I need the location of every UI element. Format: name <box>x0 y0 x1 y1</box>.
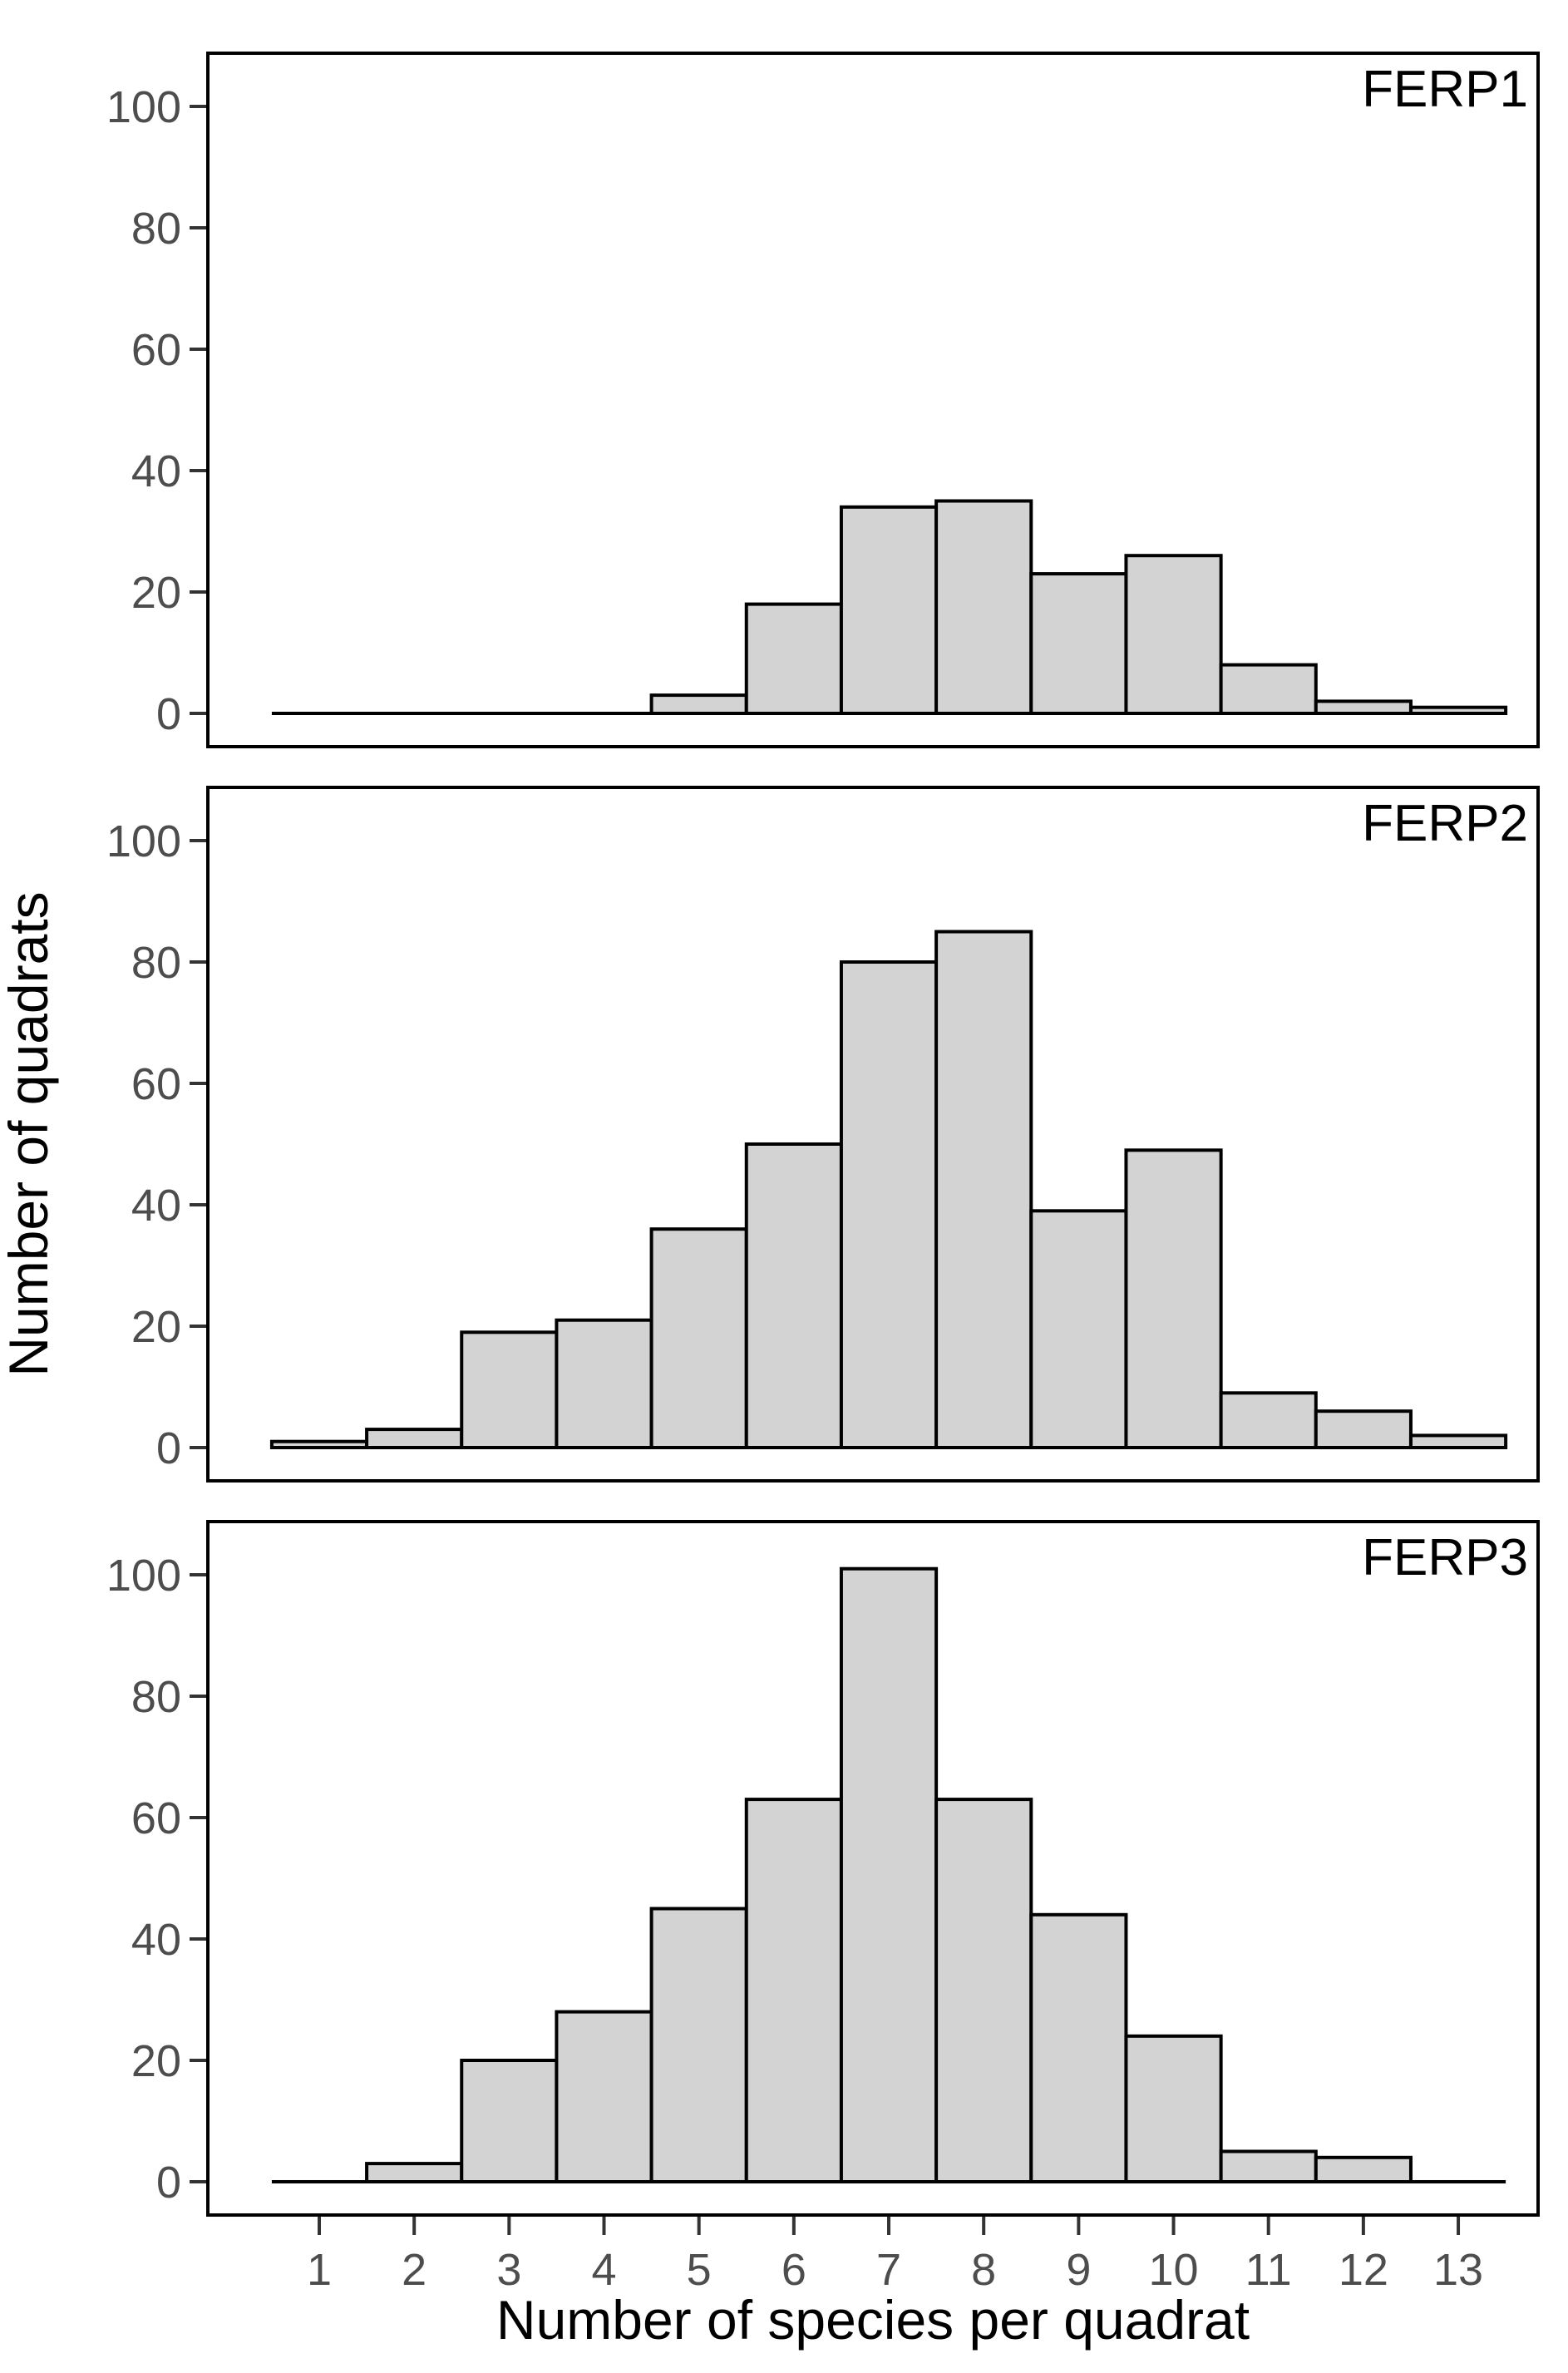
ferp3-bar-4 <box>555 2010 653 2183</box>
ferp1-bar-7 <box>839 505 939 715</box>
ferp1-bar-5 <box>649 693 748 715</box>
ferp2-bar-7 <box>839 960 939 1449</box>
ferp2-bar-6 <box>744 1142 843 1449</box>
x-tick-label: 5 <box>687 2245 712 2295</box>
ferp1-bar-9 <box>1029 572 1128 715</box>
ferp3-panel-border <box>206 1520 1540 2217</box>
ferp3-bar-3 <box>460 2059 559 2183</box>
y-tick-label: 0 <box>156 689 181 739</box>
ferp1-panel-border <box>206 52 1540 748</box>
y-tick-label: 20 <box>131 2036 181 2086</box>
x-tick-label: 11 <box>1245 2245 1292 2295</box>
ferp2-bar-11 <box>1219 1391 1318 1449</box>
ferp1-bar-10 <box>1124 554 1223 716</box>
ferp2-bar-5 <box>649 1227 748 1449</box>
ferp3-bar-5 <box>649 1907 748 2183</box>
y-tick-label: 80 <box>131 1672 181 1722</box>
y-tick-label: 80 <box>131 204 181 254</box>
ferp1-bar-6 <box>744 602 843 715</box>
x-tick-label: 9 <box>1066 2245 1091 2295</box>
x-axis-title: Number of species per quadrat <box>496 2289 1250 2351</box>
y-tick-label: 60 <box>131 1059 181 1109</box>
x-tick-label: 2 <box>402 2245 427 2295</box>
x-tick-label: 13 <box>1433 2245 1483 2295</box>
y-tick-label: 40 <box>131 446 181 496</box>
x-tick-label: 3 <box>496 2245 521 2295</box>
ferp3-bar-8 <box>934 1798 1033 2183</box>
ferp1-bar-8 <box>934 499 1033 715</box>
x-tick-label: 4 <box>591 2245 616 2295</box>
ferp1-panel-label: FERP1 <box>1362 61 1528 118</box>
y-tick-label: 20 <box>131 1302 181 1352</box>
x-tick-label: 10 <box>1148 2245 1198 2295</box>
x-tick-label: 7 <box>876 2245 901 2295</box>
ferp2-bar-4 <box>555 1318 653 1450</box>
ferp2-panel: 0 20 40 60 80 100 FERP2 <box>106 786 1540 1483</box>
y-tick-label: 60 <box>131 325 181 375</box>
ferp2-bar-2 <box>365 1428 464 1449</box>
ferp2-bar-9 <box>1029 1209 1128 1449</box>
ferp1-bar-11 <box>1219 663 1318 715</box>
ferp2-panel-label: FERP2 <box>1362 795 1528 852</box>
y-tick-label: 80 <box>131 938 181 988</box>
ferp3-bar-9 <box>1029 1912 1128 2183</box>
ferp3-bar-12 <box>1314 2155 1413 2183</box>
y-tick-label: 20 <box>131 568 181 618</box>
ferp3-bar-2 <box>365 2162 464 2183</box>
ferp2-bar-13 <box>1408 1433 1508 1450</box>
ferp1-panel: 0 20 40 60 80 100 FERP1 <box>106 52 1540 748</box>
ferp3-panel: 0 20 40 60 80 100 FERP3 <box>106 1520 1540 2217</box>
ferp2-bar-10 <box>1124 1148 1223 1449</box>
ferp2-bar-3 <box>460 1330 559 1449</box>
ferp3-bar-11 <box>1219 2149 1318 2183</box>
ferp3-bar-6 <box>744 1798 843 2183</box>
x-tick-label: 1 <box>307 2245 332 2295</box>
ferp3-bar-10 <box>1124 2034 1223 2183</box>
ferp3-bar-7 <box>839 1566 939 2183</box>
x-tick-label: 6 <box>782 2245 806 2295</box>
x-axis: 1 2 3 4 5 6 7 8 9 10 11 12 13 <box>307 2217 1483 2295</box>
y-tick-label: 60 <box>131 1793 181 1843</box>
ferp2-bar-8 <box>934 930 1033 1449</box>
x-tick-label: 8 <box>971 2245 996 2295</box>
ferp3-panel-label: FERP3 <box>1362 1529 1528 1586</box>
y-tick-label: 0 <box>156 1423 181 1473</box>
y-tick-label: 0 <box>156 2158 181 2208</box>
ferp2-bar-12 <box>1314 1409 1413 1450</box>
y-tick-label: 40 <box>131 1181 181 1231</box>
y-tick-label: 100 <box>106 816 181 866</box>
x-tick-label: 12 <box>1339 2245 1388 2295</box>
y-tick-label: 100 <box>106 82 181 132</box>
ferp2-panel-border <box>206 786 1540 1483</box>
y-tick-label: 40 <box>131 1915 181 1965</box>
ferp1-bar-12 <box>1314 699 1413 716</box>
y-tick-label: 100 <box>106 1551 181 1601</box>
